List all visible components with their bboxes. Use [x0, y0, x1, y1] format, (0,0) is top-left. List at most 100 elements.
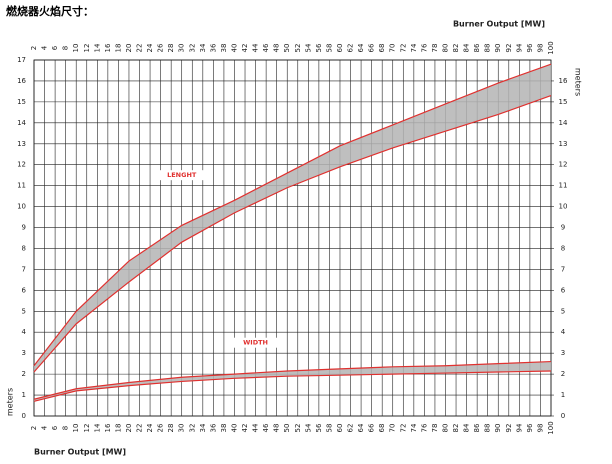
x-tick-label-top: 16 — [104, 43, 112, 52]
x-tick-label-top: 48 — [273, 44, 281, 53]
x-tick-label: 60 — [336, 424, 344, 433]
x-tick-label: 48 — [273, 424, 281, 433]
x-tick-label-top: 40 — [230, 44, 238, 53]
x-tick-label: 26 — [157, 423, 165, 432]
x-tick-label: 52 — [294, 424, 302, 433]
x-tick-label-top: 94 — [515, 43, 523, 52]
x-tick-label: 4 — [41, 425, 49, 430]
chart-title: 燃烧器火焰尺寸： — [5, 4, 94, 18]
x-tick-label: 36 — [209, 423, 217, 432]
y2-tick-label: 11 — [559, 182, 568, 190]
y-tick-label: 9 — [22, 224, 26, 232]
y2-tick-label: 13 — [559, 140, 568, 148]
x-tick-label: 88 — [484, 424, 492, 433]
y-tick-label: 5 — [22, 307, 26, 315]
y-tick-label: 17 — [17, 56, 26, 64]
x-tick-label: 10 — [72, 424, 80, 433]
x-tick-label: 82 — [452, 424, 460, 433]
y-tick-label: 8 — [22, 244, 26, 252]
y2-tick-label: 6 — [561, 286, 566, 294]
x-tick-label: 56 — [315, 423, 323, 432]
x-tick-label-top: 10 — [72, 44, 80, 53]
x-tick-label: 22 — [136, 424, 144, 433]
band-label-box — [153, 170, 210, 181]
x-tick-label-top: 50 — [283, 44, 291, 53]
x-tick-label: 78 — [431, 424, 439, 433]
x-tick-label-top: 88 — [484, 44, 492, 53]
x-tick-label-top: 74 — [410, 43, 418, 52]
y-tick-label: 6 — [22, 286, 27, 294]
x-tick-label: 96 — [526, 423, 534, 432]
x-tick-label-top: 68 — [378, 44, 386, 53]
band-fill — [34, 64, 551, 373]
y-tick-label: 13 — [17, 140, 26, 148]
x-axis-title-bottom: Burner Output [MW] — [34, 448, 126, 457]
x-tick-label: 14 — [93, 423, 101, 432]
x-tick-label-top: 44 — [252, 43, 260, 52]
y2-tick-label: 1 — [561, 391, 565, 399]
x-tick-label-top: 30 — [178, 44, 186, 53]
x-tick-label: 42 — [241, 424, 249, 433]
x-tick-label: 18 — [114, 424, 122, 433]
y2-axis-title: meters — [574, 68, 583, 96]
y-tick-label: 7 — [22, 265, 26, 273]
y-tick-label: 1 — [22, 391, 26, 399]
x-tick-label-top: 64 — [357, 43, 365, 52]
x-tick-label: 74 — [410, 423, 418, 432]
x-tick-label-top: 82 — [452, 44, 460, 53]
y2-tick-label: 0 — [561, 412, 565, 420]
x-tick-label: 30 — [178, 424, 186, 433]
x-axis-title-top: Burner Output [MW] — [453, 20, 545, 29]
x-tick-label: 84 — [463, 423, 471, 432]
x-tick-label-top: 8 — [62, 46, 70, 50]
x-tick-label: 62 — [347, 424, 355, 433]
x-tick-label: 90 — [494, 424, 502, 433]
y2-tick-label: 5 — [561, 307, 565, 315]
x-tick-label: 76 — [420, 423, 428, 432]
band-upper-line — [33, 360, 552, 400]
y-tick-label: 4 — [22, 328, 27, 336]
x-tick-label-top: 80 — [441, 44, 449, 53]
x-tick-label-top: 12 — [83, 44, 91, 53]
x-tick-label: 16 — [104, 423, 112, 432]
band-fill — [34, 361, 551, 402]
x-tick-label-top: 70 — [389, 44, 397, 53]
x-tick-label: 34 — [199, 423, 207, 432]
y2-tick-label: 10 — [559, 203, 568, 211]
x-tick-label-top: 92 — [505, 44, 513, 53]
x-tick-label-top: 6 — [51, 45, 59, 50]
x-tick-label-top: 62 — [347, 44, 355, 53]
x-tick-label: 8 — [62, 426, 70, 430]
x-tick-label: 72 — [399, 424, 407, 433]
x-tick-label-top: 72 — [399, 44, 407, 53]
y2-tick-label: 9 — [561, 224, 565, 232]
x-tick-label-top: 28 — [167, 44, 175, 53]
y2-tick-label: 16 — [559, 77, 568, 85]
x-tick-label-top: 36 — [209, 43, 217, 52]
x-tick-label-top: 60 — [336, 44, 344, 53]
x-tick-label: 50 — [283, 424, 291, 433]
x-tick-label-top: 32 — [188, 44, 196, 53]
y-tick-label: 10 — [17, 203, 26, 211]
x-tick-label: 98 — [536, 424, 544, 433]
y2-tick-label: 12 — [559, 161, 568, 169]
y2-tick-label: 8 — [561, 244, 565, 252]
x-tick-label: 24 — [146, 423, 154, 432]
y-tick-label: 0 — [22, 412, 26, 420]
x-tick-label: 44 — [252, 423, 260, 432]
x-tick-label: 94 — [515, 423, 523, 432]
y-tick-label: 2 — [22, 370, 26, 378]
x-tick-label: 2 — [30, 426, 38, 430]
y2-tick-label: 3 — [561, 349, 565, 357]
x-tick-label-top: 34 — [199, 43, 207, 52]
x-tick-label-top: 20 — [125, 44, 133, 53]
x-tick-label-top: 76 — [420, 43, 428, 52]
x-tick-label: 58 — [325, 424, 333, 433]
y-tick-label: 15 — [17, 98, 26, 106]
x-tick-label-top: 54 — [304, 43, 312, 52]
x-tick-label-top: 42 — [241, 44, 249, 53]
x-tick-label: 86 — [473, 423, 481, 432]
y2-tick-label: 2 — [561, 370, 565, 378]
x-tick-label-top: 56 — [315, 43, 323, 52]
